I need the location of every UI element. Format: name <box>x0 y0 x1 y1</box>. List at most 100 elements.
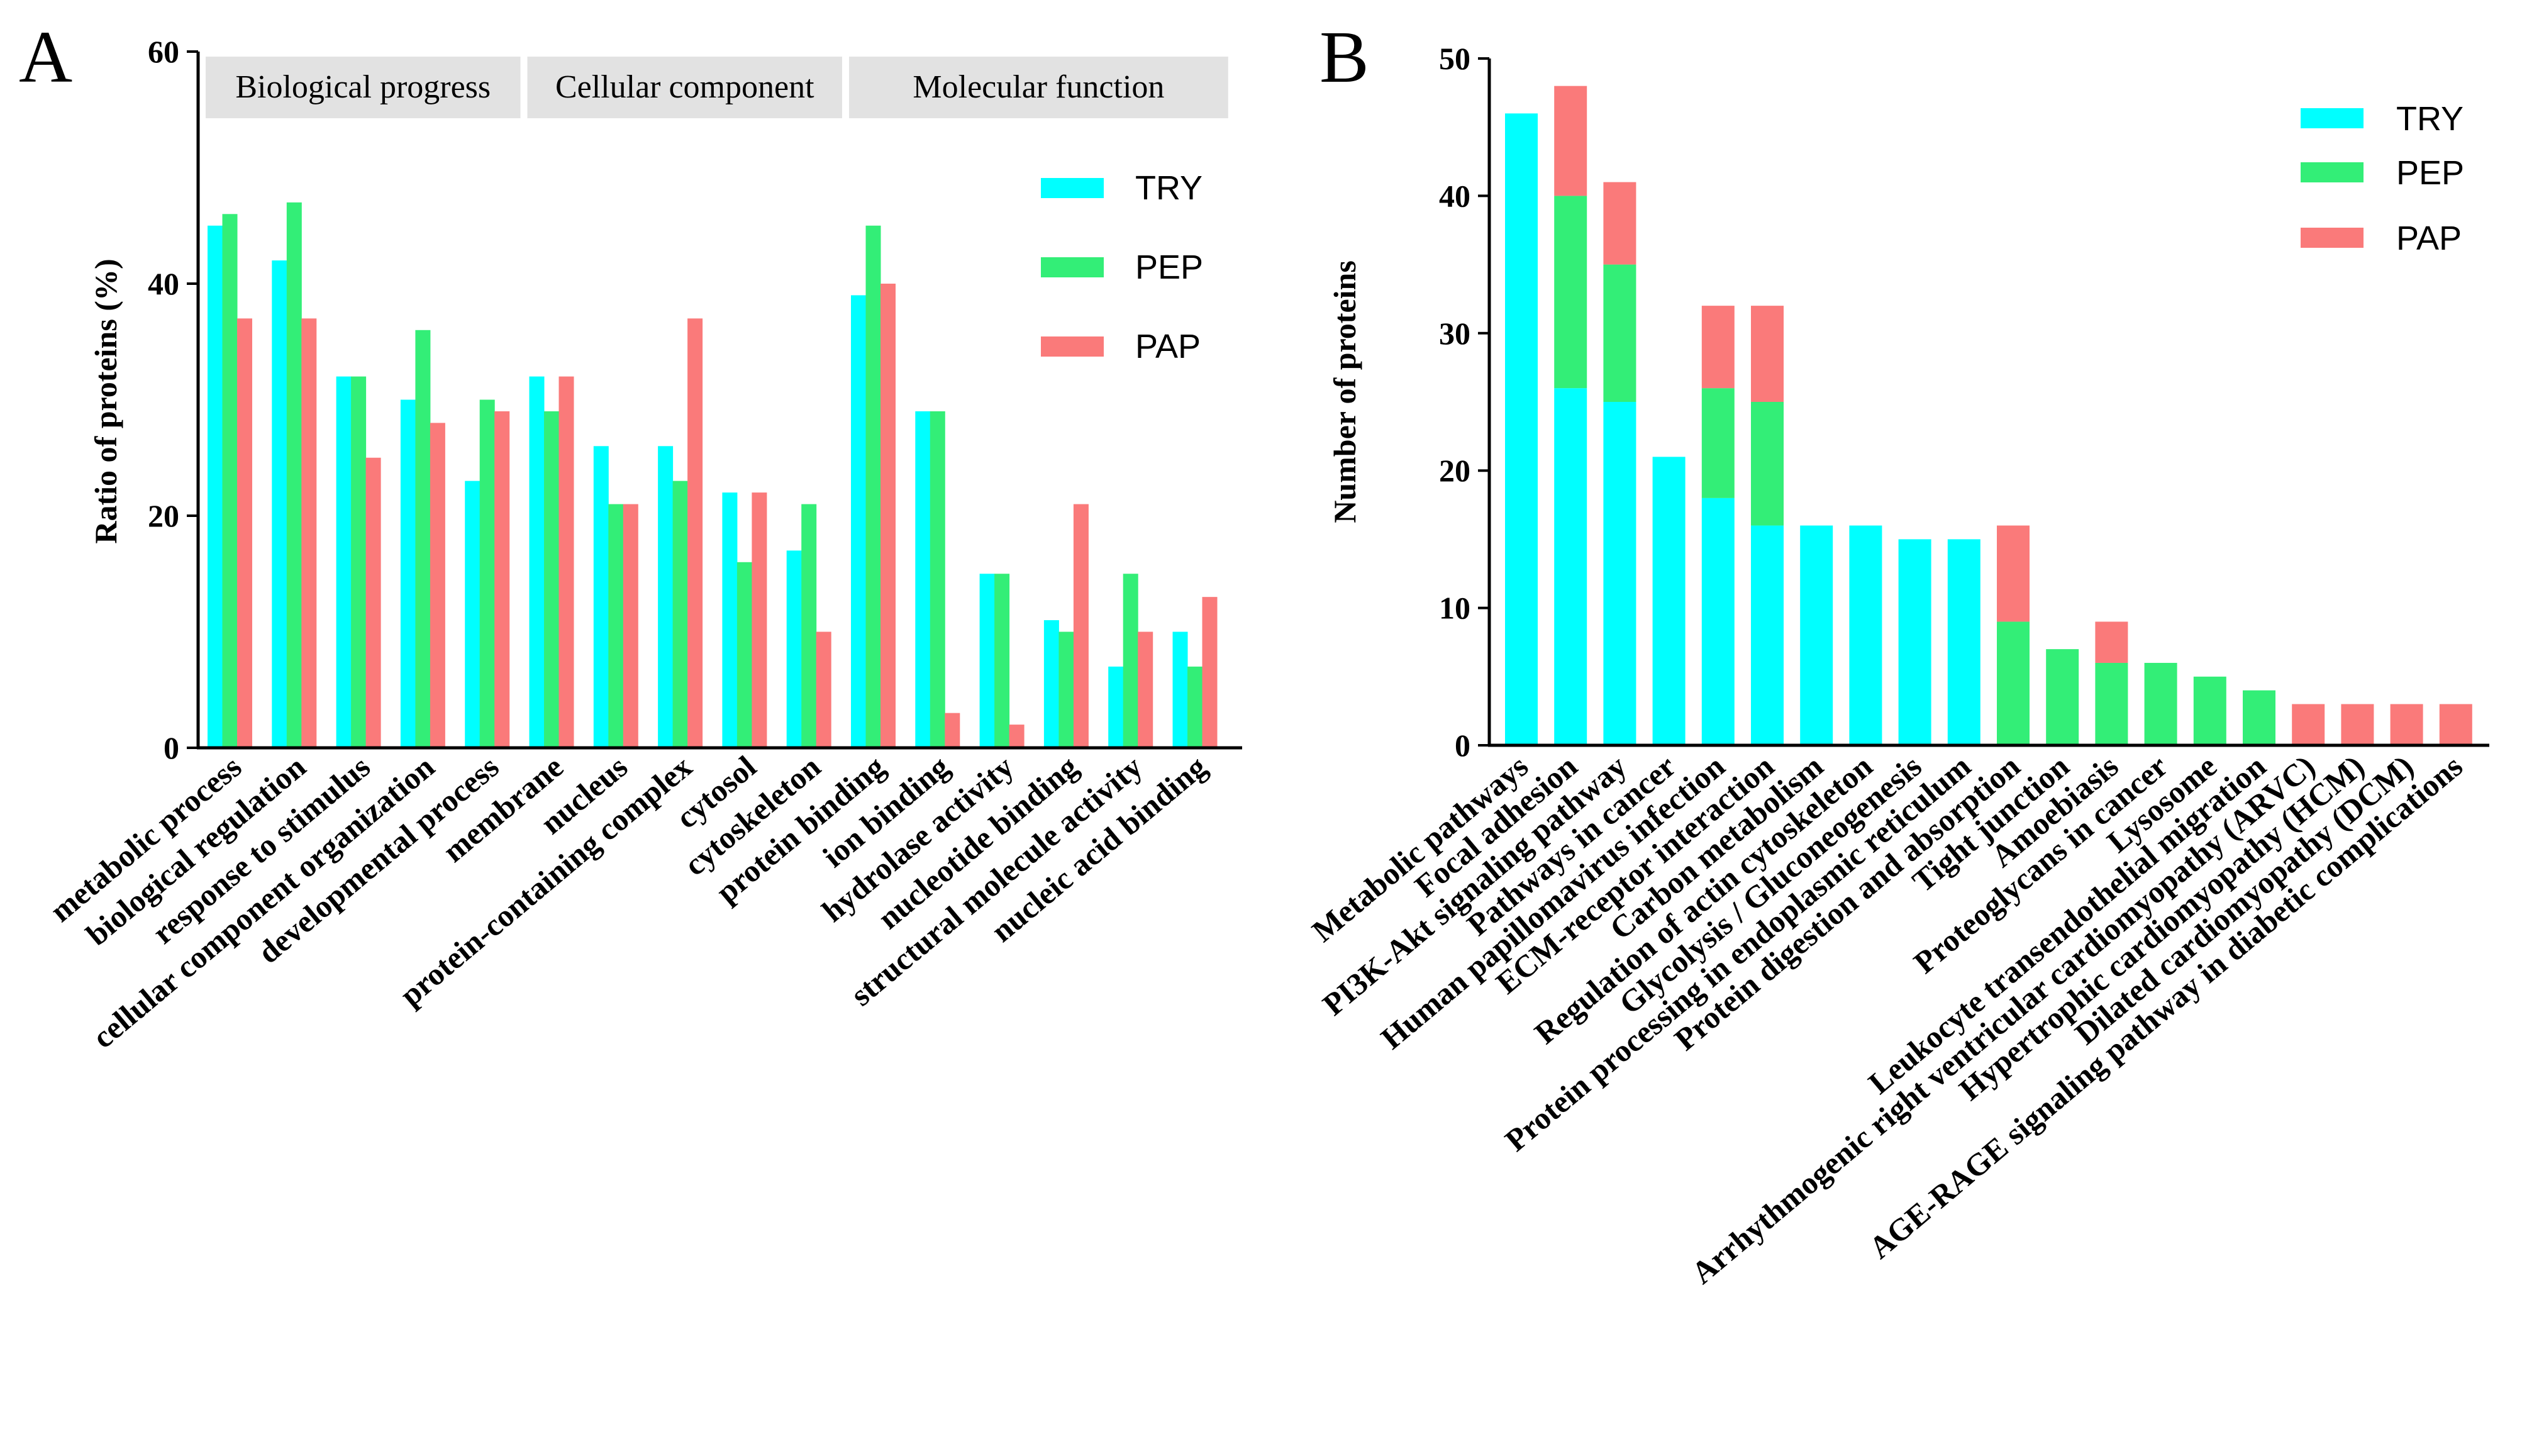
panel-a-y-axis-title: Ratio of proteins (%) <box>88 258 123 543</box>
b-bar-pap-protein-digestion-and-absorption <box>1997 525 2030 622</box>
b-bar-pep-leukocyte-transendothelial-migration <box>2243 690 2275 745</box>
a-ytick-label: 20 <box>148 498 179 533</box>
panel-b-legend: TRY PEP PAP <box>2301 100 2464 257</box>
a-bar-pap-protein-binding <box>880 284 896 748</box>
panel-a-label: A <box>19 16 72 98</box>
a-bar-try-developmental-process <box>465 481 481 748</box>
a-bar-try-protein-binding <box>851 295 866 748</box>
b-bar-pap-ecm-receptor-interaction <box>1751 306 1784 402</box>
a-bar-pap-cytoskeleton <box>816 631 831 748</box>
a-bar-pep-protein-binding <box>865 225 881 748</box>
legend-a-label-try: TRY <box>1135 169 1203 207</box>
legend-b-label-pap: PAP <box>2396 220 2462 257</box>
a-bar-pep-cytoskeleton <box>801 504 817 748</box>
a-bar-pap-cellular-component-organization <box>430 423 445 748</box>
b-bar-try-metabolic-pathways <box>1505 113 1538 746</box>
a-bar-pep-membrane <box>544 411 559 748</box>
a-bar-pap-membrane <box>558 376 574 748</box>
a-group-label-molecular-function: Molecular function <box>913 69 1164 105</box>
a-bar-pap-ion-binding <box>945 713 960 748</box>
legend-b-label-pep: PEP <box>2396 154 2464 192</box>
b-bar-pep-tight-junction <box>2046 649 2079 745</box>
a-bar-pap-protein-containing-complex <box>687 318 703 748</box>
b-bar-try-focal-adhesion <box>1554 388 1587 745</box>
a-bar-pep-cellular-component-organization <box>415 330 431 748</box>
legend-b-swatch-pep <box>2301 162 2364 182</box>
legend-a-label-pep: PEP <box>1135 248 1203 286</box>
legend-a-swatch-pap <box>1041 336 1104 357</box>
a-bar-pep-developmental-process <box>479 399 495 748</box>
b-bar-try-pathways-in-cancer <box>1652 457 1686 745</box>
a-bar-try-nucleic-acid-binding <box>1172 631 1188 748</box>
a-bar-try-metabolic-process <box>208 225 223 748</box>
a-bar-pep-nucleus <box>608 504 624 748</box>
a-bar-try-biological-regulation <box>272 260 287 748</box>
a-bar-pep-protein-containing-complex <box>672 481 688 748</box>
a-ytick-label: 40 <box>148 266 179 301</box>
a-bar-try-protein-containing-complex <box>658 446 674 748</box>
b-bar-try-glycolysis-gluconeogenesis <box>1898 539 1931 745</box>
a-group-label-biological-progress: Biological progress <box>235 69 491 105</box>
a-bar-pep-nucleic-acid-binding <box>1187 666 1203 748</box>
a-bar-pap-cytosol <box>752 492 767 748</box>
b-ytick-label: 0 <box>1455 728 1470 763</box>
b-bar-pap-arrhythmogenic-right-ventricular-cardiomyopathy-arvc <box>2292 704 2325 745</box>
b-bar-pep-lysosome <box>2193 676 2226 745</box>
a-bar-pep-ion-binding <box>930 411 945 748</box>
a-bar-try-cellular-component-organization <box>400 399 416 748</box>
a-bar-pep-hydrolase-activity <box>994 574 1010 748</box>
legend-a-swatch-try <box>1041 178 1104 198</box>
b-bar-try-regulation-of-actin-cytoskeleton <box>1849 525 1882 745</box>
b-ytick-label: 50 <box>1439 41 1470 76</box>
b-bar-try-protein-processing-in-endoplasmic-reticulum <box>1947 539 1980 745</box>
panel-a-y-ticks: 0 20 40 60 <box>148 34 198 765</box>
a-group-box-biological-progress <box>206 57 521 118</box>
b-bar-try-human-papillomavirus-infection <box>1701 497 1735 745</box>
a-bar-pap-nucleus <box>623 504 638 748</box>
a-bar-try-response-to-stimulus <box>336 376 352 748</box>
b-bar-pap-dilated-cardiomyopathy-dcm <box>2390 704 2423 745</box>
panel-a-group-headers: Biological progress Cellular component Mol… <box>206 57 1228 118</box>
a-bar-pep-metabolic-process <box>222 214 238 748</box>
a-bar-pap-hydrolase-activity <box>1009 725 1025 748</box>
b-bar-try-carbon-metabolism <box>1800 525 1833 745</box>
b-ytick-label: 20 <box>1439 453 1470 488</box>
b-bar-pep-ecm-receptor-interaction <box>1751 402 1784 526</box>
a-group-box-cellular-component <box>527 57 842 118</box>
b-bar-pap-focal-adhesion <box>1554 86 1587 196</box>
b-bar-try-ecm-receptor-interaction <box>1751 525 1784 745</box>
b-bar-pep-focal-adhesion <box>1554 196 1587 389</box>
panel-a-bars <box>208 202 1218 748</box>
a-bar-pep-biological-regulation <box>286 202 302 748</box>
b-bar-pep-human-papillomavirus-infection <box>1701 388 1735 498</box>
panel-b-label: B <box>1319 16 1369 98</box>
a-bar-try-nucleus <box>593 446 609 748</box>
a-bar-try-hydrolase-activity <box>979 574 995 748</box>
panel-a: A Biological progress Cellular component M… <box>19 16 1242 1055</box>
panel-a-legend: TRY PEP PAP <box>1041 169 1203 365</box>
a-bar-pap-developmental-process <box>494 411 510 748</box>
b-ytick-label: 10 <box>1439 591 1470 626</box>
b-bar-pep-pi3k-akt-signaling-pathway <box>1603 264 1636 402</box>
panel-b-y-ticks: 0 10 20 30 40 50 <box>1439 41 1489 763</box>
b-bar-pap-pi3k-akt-signaling-pathway <box>1603 182 1636 265</box>
a-ytick-label: 60 <box>148 34 179 69</box>
b-bar-try-pi3k-akt-signaling-pathway <box>1603 402 1636 745</box>
a-bar-try-structural-molecule-activity <box>1108 666 1124 748</box>
panel-b: B Number of proteins 0 10 20 30 40 50 Metabol… <box>1305 16 2489 1291</box>
a-ytick-label: 0 <box>164 730 179 765</box>
a-bar-pep-structural-molecule-activity <box>1123 574 1138 748</box>
a-bar-pap-structural-molecule-activity <box>1138 631 1153 748</box>
a-bar-pep-cytosol <box>736 562 752 748</box>
legend-b-swatch-try <box>2301 108 2364 128</box>
b-ytick-label: 30 <box>1439 316 1470 351</box>
a-bar-try-membrane <box>529 376 545 748</box>
b-bar-pap-hypertrophic-cardiomyopathy-hcm <box>2341 704 2374 745</box>
b-bar-pep-amoebiasis <box>2095 662 2128 745</box>
a-bar-try-nucleotide-binding <box>1043 620 1059 748</box>
legend-a-swatch-pep <box>1041 257 1104 277</box>
b-bar-pap-age-rage-signaling-pathway-in-diabetic-complications <box>2439 704 2472 745</box>
b-bar-pep-protein-digestion-and-absorption <box>1997 621 2030 745</box>
